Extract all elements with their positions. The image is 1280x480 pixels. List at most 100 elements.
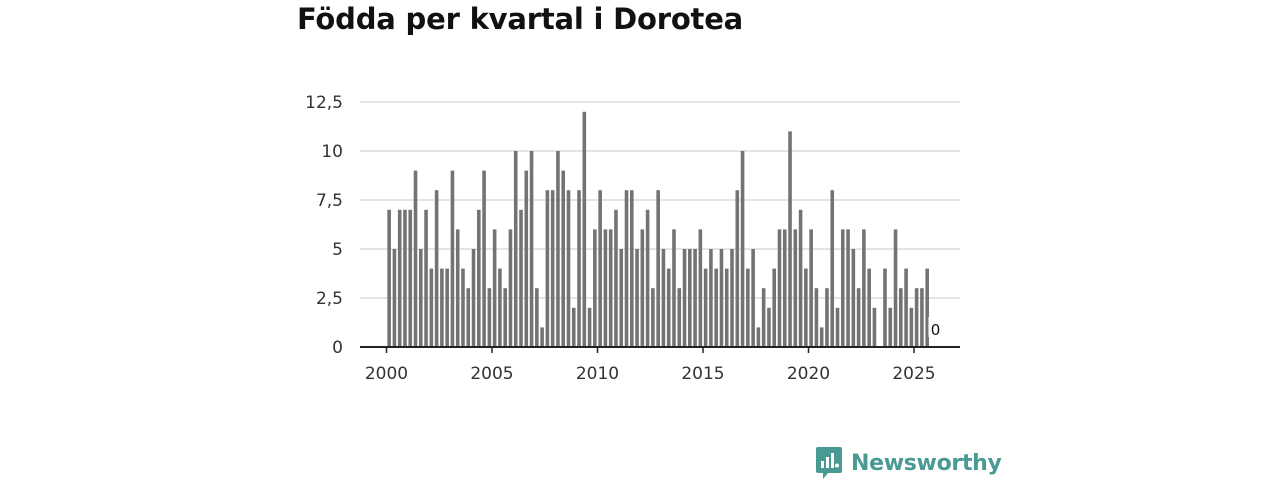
newsworthy-bar-chart-speech-bubble-icon xyxy=(816,447,842,479)
data-label: 0 xyxy=(931,321,941,339)
bars xyxy=(387,111,929,347)
bar xyxy=(830,190,835,347)
bar xyxy=(408,209,413,347)
bar xyxy=(867,268,871,347)
bar xyxy=(429,268,434,347)
y-tick-label: 0 xyxy=(332,338,343,358)
bar xyxy=(477,209,481,347)
y-tick-label: 2,5 xyxy=(316,289,343,309)
bar xyxy=(893,229,898,347)
bar xyxy=(719,249,724,347)
bar xyxy=(920,288,924,347)
bar xyxy=(666,268,671,347)
bar xyxy=(598,190,602,347)
bar xyxy=(709,249,713,347)
bar xyxy=(688,249,692,347)
bar xyxy=(746,268,750,347)
bar xyxy=(756,327,761,347)
y-tick-label: 12,5 xyxy=(305,93,343,113)
bar xyxy=(761,288,766,347)
bar xyxy=(651,288,655,347)
bar xyxy=(392,249,397,347)
bar xyxy=(593,229,597,347)
bar xyxy=(455,229,460,347)
bar xyxy=(751,249,755,347)
bar xyxy=(793,229,798,347)
bar xyxy=(698,229,703,347)
bar xyxy=(825,288,829,347)
brand-logo: Newsworthy xyxy=(815,446,1002,480)
bar xyxy=(851,249,856,347)
bar xyxy=(714,268,718,347)
bar xyxy=(788,131,792,347)
bar xyxy=(624,190,629,347)
bar xyxy=(540,327,544,347)
bar xyxy=(403,209,407,347)
bar xyxy=(635,249,639,347)
bar xyxy=(450,170,455,347)
bar xyxy=(677,288,682,347)
bar xyxy=(492,229,497,347)
bar xyxy=(740,151,745,347)
bar xyxy=(424,209,428,347)
bar xyxy=(445,268,449,347)
bar xyxy=(503,288,507,347)
bar xyxy=(614,209,618,347)
bar xyxy=(846,229,850,347)
brand-name: Newsworthy xyxy=(851,450,1002,476)
bar xyxy=(730,249,734,347)
bar xyxy=(925,268,929,347)
bar xyxy=(508,229,513,347)
bar xyxy=(798,209,803,347)
x-tick-label: 2025 xyxy=(892,364,935,384)
bar xyxy=(466,288,471,347)
bar xyxy=(498,268,502,347)
bar xyxy=(397,209,402,347)
bar xyxy=(772,268,777,347)
bar xyxy=(487,288,492,347)
y-tick-label: 7,5 xyxy=(316,191,343,211)
bar xyxy=(513,151,518,347)
x-tick-label: 2010 xyxy=(576,364,619,384)
bar xyxy=(461,268,465,347)
bar xyxy=(777,229,782,347)
bar xyxy=(782,229,787,347)
y-tick-label: 5 xyxy=(332,240,343,260)
bar xyxy=(640,229,645,347)
bar xyxy=(656,190,660,347)
bar xyxy=(856,288,861,347)
bar xyxy=(862,229,866,347)
bar xyxy=(524,170,529,347)
bar xyxy=(883,268,887,347)
bar xyxy=(545,190,550,347)
bar xyxy=(693,249,697,347)
bar xyxy=(556,151,560,347)
data-label-background xyxy=(928,317,943,337)
bar xyxy=(835,307,840,347)
bar xyxy=(561,170,566,347)
bar xyxy=(566,190,571,347)
axes xyxy=(360,346,960,353)
bar xyxy=(471,249,476,347)
x-tick-label: 2020 xyxy=(787,364,830,384)
bar xyxy=(603,229,608,347)
y-tick-label: 10 xyxy=(321,142,343,162)
bar xyxy=(661,249,666,347)
bar xyxy=(529,151,534,347)
bar xyxy=(629,190,634,347)
bar xyxy=(587,307,592,347)
bar xyxy=(819,327,824,347)
bar xyxy=(735,190,740,347)
bar xyxy=(814,288,819,347)
bar xyxy=(440,268,444,347)
bar xyxy=(672,229,676,347)
bar xyxy=(682,249,687,347)
bar xyxy=(608,229,613,347)
bar xyxy=(482,170,486,347)
bar xyxy=(840,229,845,347)
bar xyxy=(535,288,539,347)
bar xyxy=(418,249,423,347)
bar xyxy=(767,307,771,347)
bar xyxy=(434,190,439,347)
